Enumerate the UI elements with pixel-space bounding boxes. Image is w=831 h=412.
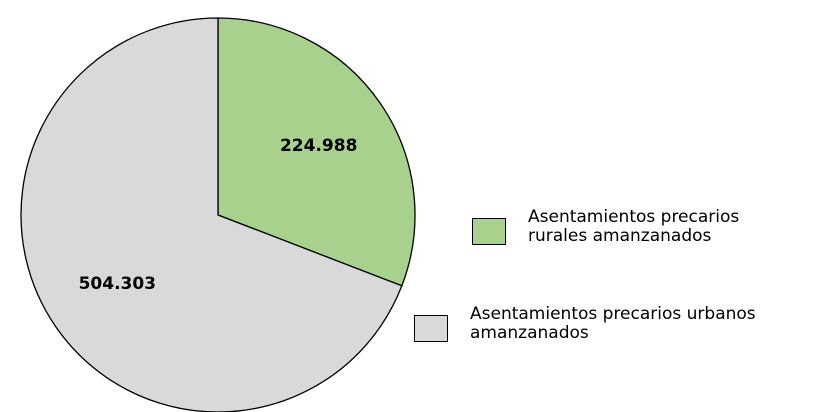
pie-slice	[20, 17, 403, 412]
slice-label: 504.303	[79, 274, 156, 294]
legend-item: Asentamientos precarios rurales amanzana…	[472, 208, 772, 246]
legend-item: Asentamientos precarios urbanos amanzana…	[414, 305, 784, 343]
legend-swatch	[472, 217, 506, 245]
legend-label: Asentamientos precarios rurales amanzana…	[528, 207, 740, 246]
pie-slice	[217, 17, 416, 287]
slice-label: 224.988	[280, 136, 357, 156]
legend-swatch	[414, 314, 448, 342]
legend-label: Asentamientos precarios urbanos amanzana…	[470, 304, 756, 343]
